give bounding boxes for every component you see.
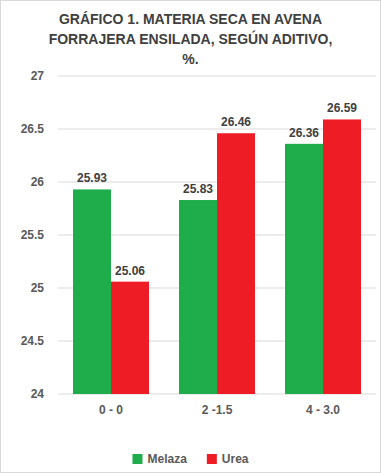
data-label: 25.93 (77, 171, 107, 185)
bar (217, 133, 255, 394)
legend-swatch (132, 454, 142, 464)
bar (323, 119, 361, 394)
bar (73, 189, 111, 394)
bars (73, 119, 361, 394)
y-tick-label: 24.5 (21, 334, 45, 348)
legend-label: Urea (222, 452, 249, 466)
grid (58, 76, 376, 394)
x-tick-label: 4 - 3.0 (306, 403, 340, 417)
data-label: 26.59 (327, 101, 357, 115)
title: GRÁFICO 1. MATERIA SECA EN AVENAFORRAJER… (49, 11, 333, 67)
x-tick-label: 2 -1.5 (202, 403, 233, 417)
legend-label: Melaza (147, 452, 187, 466)
data-label: 25.06 (115, 264, 145, 278)
data-label: 26.36 (289, 126, 319, 140)
data-label: 26.46 (221, 115, 251, 129)
y-tick-label: 24 (31, 387, 45, 401)
y-tick-label: 26 (31, 175, 45, 189)
bar (285, 144, 323, 394)
x-tick-label: 0 - 0 (99, 403, 123, 417)
chart: GRÁFICO 1. MATERIA SECA EN AVENAFORRAJER… (0, 0, 381, 473)
y-tick-label: 26.5 (21, 122, 45, 136)
chart-container: GRÁFICO 1. MATERIA SECA EN AVENAFORRAJER… (0, 0, 381, 473)
y-tick-label: 27 (31, 69, 45, 83)
legend-swatch (207, 454, 217, 464)
data-label: 25.83 (183, 182, 213, 196)
grid-line (58, 76, 376, 77)
bar (179, 200, 217, 394)
bar (111, 282, 149, 394)
chart-border (1, 1, 381, 473)
data-labels: 25.93 25.06 25.83 26.46 26.36 26.59 (77, 101, 357, 277)
y-tick-label: 25.5 (21, 228, 45, 242)
y-tick-label: 25 (31, 281, 45, 295)
legend: Melaza Urea (132, 452, 248, 466)
